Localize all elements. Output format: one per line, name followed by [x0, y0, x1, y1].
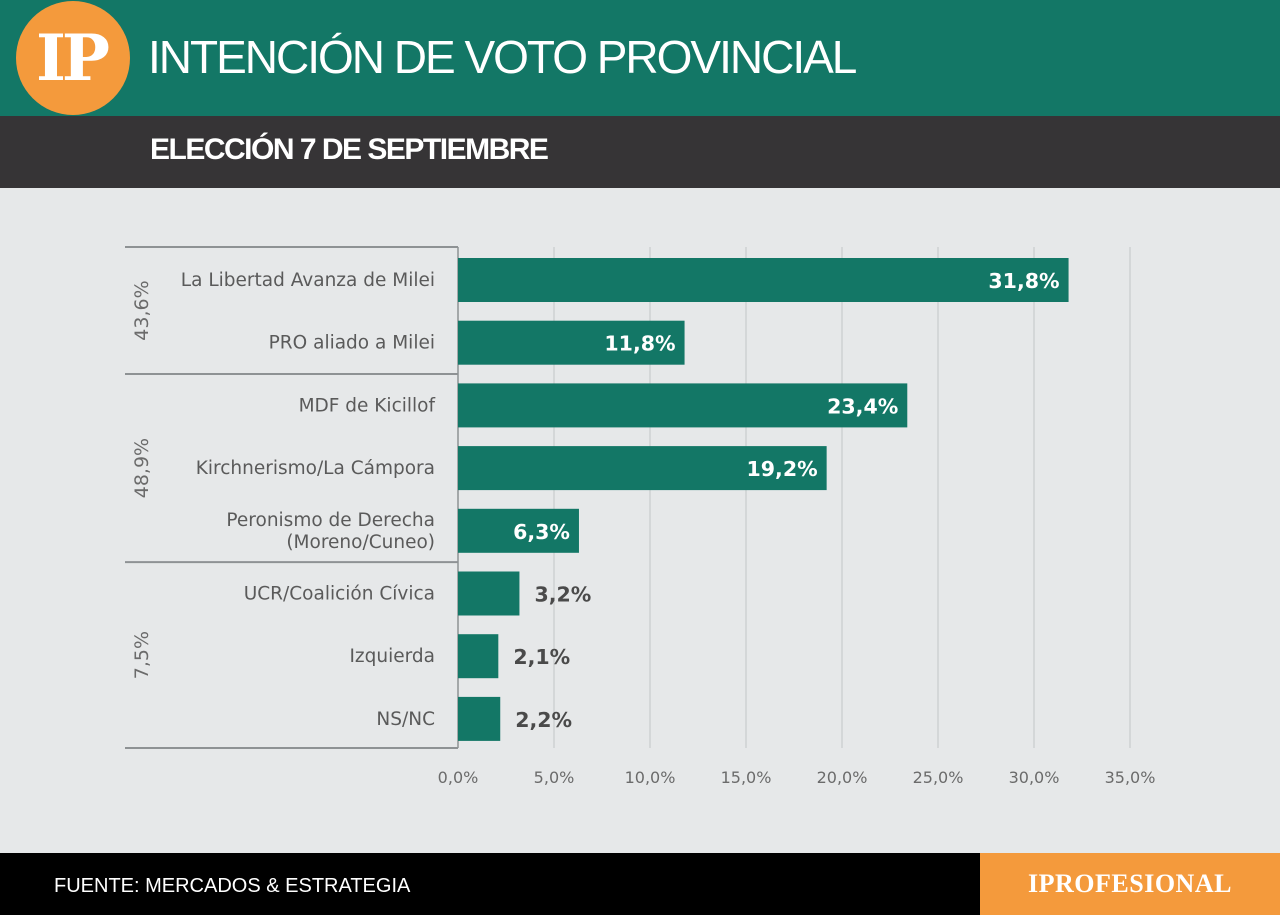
bar	[458, 446, 827, 491]
x-tick-label: 15,0%	[721, 768, 772, 787]
x-tick-label: 0,0%	[438, 768, 479, 787]
bar	[458, 571, 520, 616]
value-label: 31,8%	[988, 269, 1059, 293]
x-tick-label: 10,0%	[625, 768, 676, 787]
x-tick-label: 20,0%	[817, 768, 868, 787]
brand-badge: IPROFESIONAL	[980, 853, 1280, 915]
category-label: NS/NC	[376, 709, 435, 730]
bar	[458, 258, 1069, 302]
header-bar	[0, 0, 1280, 116]
brand-text: IPROFESIONAL	[1028, 869, 1232, 898]
bar	[458, 696, 501, 741]
bar	[458, 634, 499, 679]
category-label: Kirchnerismo/La Cámpora	[196, 458, 435, 479]
subheader-bar	[0, 116, 1280, 188]
x-tick-label: 30,0%	[1009, 768, 1060, 787]
x-tick-label: 35,0%	[1105, 768, 1156, 787]
page-title: INTENCIÓN DE VOTO PROVINCIAL	[148, 31, 857, 83]
bar	[458, 508, 579, 553]
category-label: PRO aliado a Milei	[269, 333, 435, 354]
category-label: Peronismo de Derecha (Moreno/Cuneo)	[226, 510, 435, 553]
group-total-label: 7,5%	[131, 631, 153, 679]
x-tick-label: 5,0%	[534, 768, 575, 787]
ip-logo: IP	[16, 1, 130, 115]
value-label: 2,2%	[515, 708, 572, 732]
value-label: 23,4%	[827, 394, 898, 418]
bar	[458, 320, 685, 365]
bar	[458, 383, 908, 428]
logo-text: IP	[35, 20, 110, 96]
category-label: Izquierda	[349, 646, 435, 667]
page-subtitle: ELECCIÓN 7 DE SEPTIEMBRE	[150, 133, 549, 166]
source-note: FUENTE: MERCADOS & ESTRATEGIA	[54, 875, 411, 897]
value-label: 11,8%	[604, 332, 675, 356]
value-label: 6,3%	[513, 520, 570, 544]
group-total-label: 43,6%	[131, 280, 153, 340]
category-label: MDF de Kicillof	[299, 395, 436, 416]
category-label: UCR/Coalición Cívica	[244, 584, 435, 605]
value-label: 19,2%	[747, 457, 818, 481]
value-label: 3,2%	[534, 583, 591, 607]
x-tick-label: 25,0%	[913, 768, 964, 787]
value-label: 2,1%	[513, 645, 570, 669]
bar-chart: 43,6% 48,9% 7,5% La Libertad Avanza de Mil…	[125, 246, 1156, 787]
group-total-label: 48,9%	[131, 438, 153, 498]
category-label: La Libertad Avanza de Milei	[181, 270, 435, 291]
